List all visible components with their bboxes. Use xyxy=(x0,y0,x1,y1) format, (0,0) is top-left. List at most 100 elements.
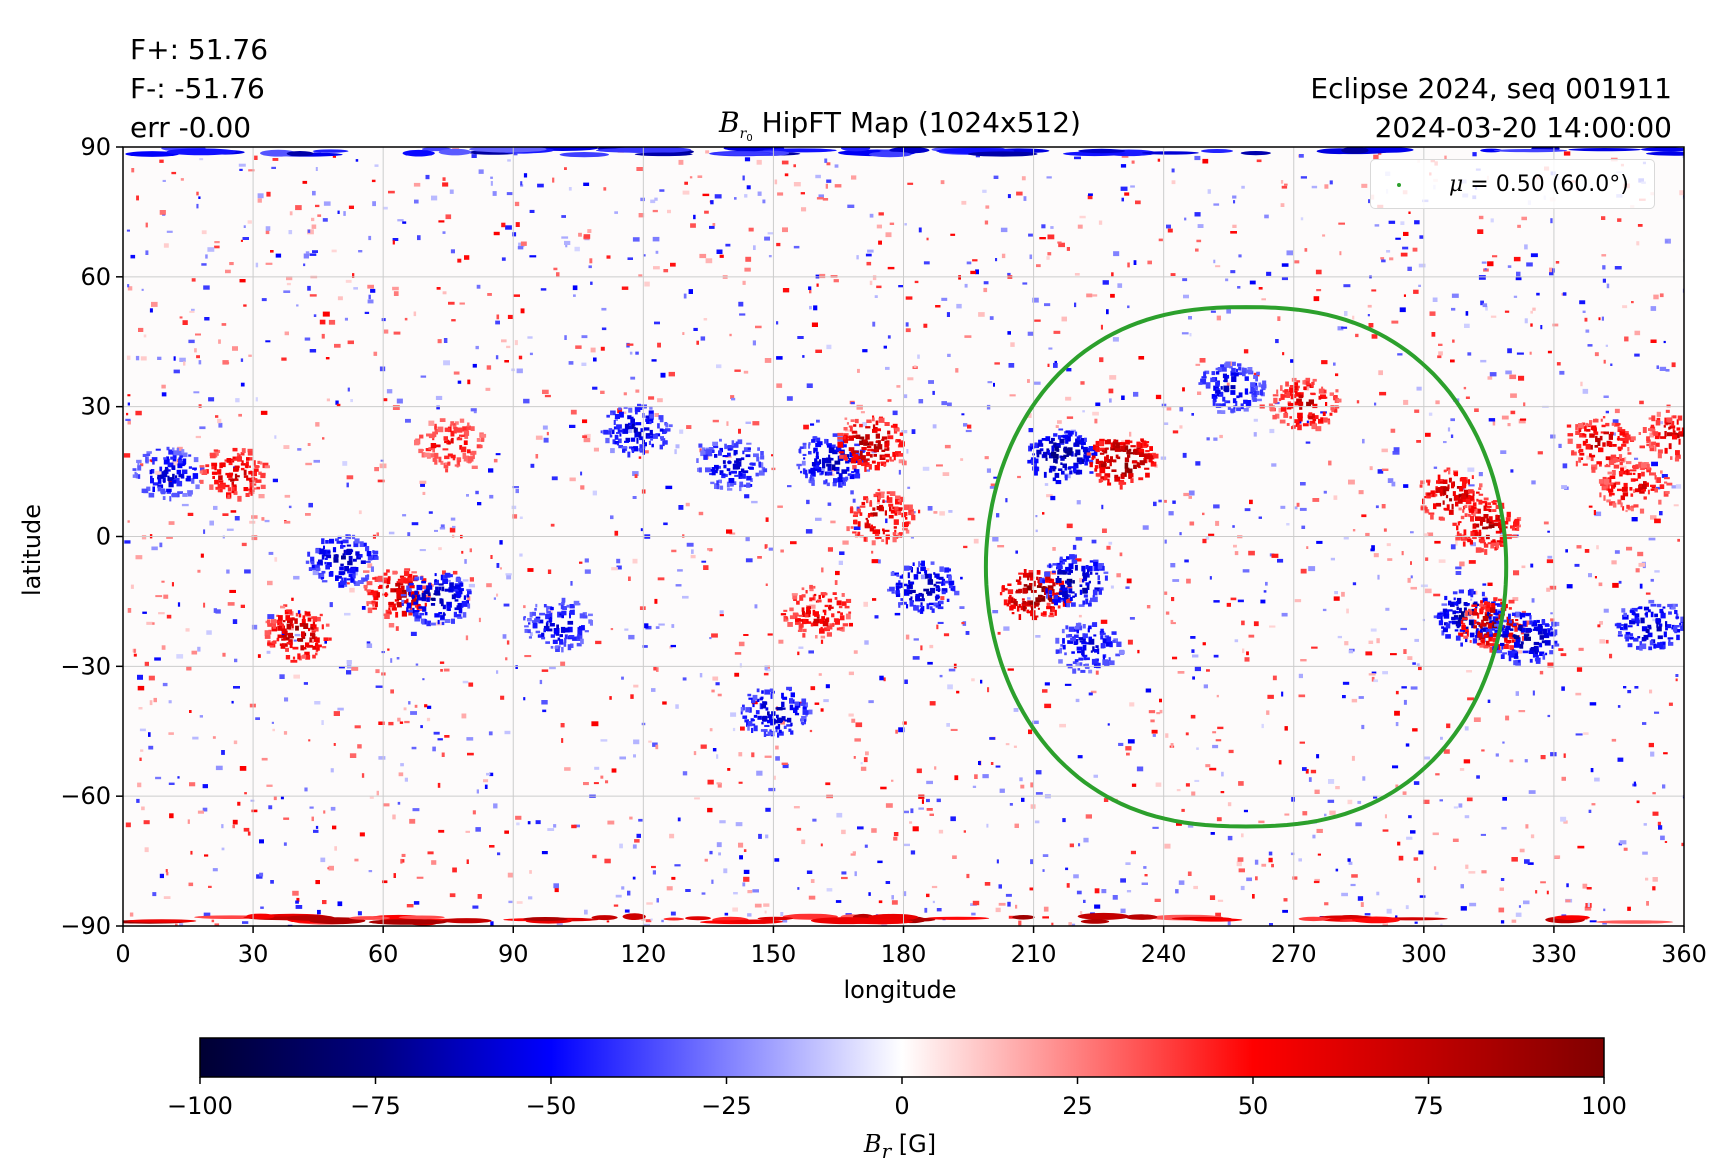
noise-pixel xyxy=(1440,923,1443,926)
noise-pixel xyxy=(542,425,548,430)
active-region-pixel xyxy=(651,443,654,448)
active-region-pixel xyxy=(218,475,223,480)
noise-pixel xyxy=(230,510,237,513)
noise-pixel xyxy=(1638,562,1646,567)
active-region-pixel xyxy=(1106,454,1109,461)
noise-pixel xyxy=(742,175,745,181)
active-region-pixel xyxy=(524,625,529,628)
noise-pixel xyxy=(1367,304,1372,308)
active-region-pixel xyxy=(414,590,419,595)
active-region-pixel xyxy=(561,613,564,619)
active-region-pixel xyxy=(789,704,794,711)
noise-pixel xyxy=(130,254,136,259)
noise-pixel xyxy=(822,198,829,201)
active-region-pixel xyxy=(1037,607,1040,610)
noise-pixel xyxy=(1500,450,1507,454)
active-region-pixel xyxy=(793,707,798,713)
active-region-pixel xyxy=(1016,605,1020,612)
noise-pixel xyxy=(347,387,350,392)
active-region-pixel xyxy=(866,519,869,524)
noise-pixel xyxy=(776,356,783,360)
active-region-pixel xyxy=(1115,442,1120,449)
noise-pixel xyxy=(1101,504,1104,510)
noise-pixel xyxy=(190,850,193,855)
active-region-pixel xyxy=(916,571,921,574)
active-region-pixel xyxy=(910,596,913,599)
noise-pixel xyxy=(461,550,464,554)
active-region-pixel xyxy=(1033,462,1037,468)
active-region-pixel xyxy=(428,447,434,450)
noise-pixel xyxy=(913,365,917,368)
active-region-pixel xyxy=(545,641,550,644)
noise-pixel xyxy=(1306,546,1309,549)
active-region-pixel xyxy=(845,476,849,481)
noise-pixel xyxy=(343,211,346,216)
active-region-pixel xyxy=(1074,554,1077,559)
noise-pixel xyxy=(1271,553,1279,558)
active-region-pixel xyxy=(320,577,324,580)
active-region-pixel xyxy=(659,418,664,423)
noise-pixel xyxy=(1362,438,1365,444)
noise-pixel xyxy=(162,682,168,687)
active-region-pixel xyxy=(828,606,832,611)
noise-pixel xyxy=(1627,506,1633,511)
active-region-pixel xyxy=(395,611,399,618)
active-region-pixel xyxy=(885,459,889,463)
noise-pixel xyxy=(1403,484,1409,488)
active-region-pixel xyxy=(628,407,633,413)
active-region-pixel xyxy=(742,470,749,474)
active-region-pixel xyxy=(614,414,620,419)
noise-pixel xyxy=(1637,551,1644,557)
noise-pixel xyxy=(166,872,169,876)
active-region-pixel xyxy=(260,473,266,479)
noise-pixel xyxy=(578,232,582,237)
active-region-pixel xyxy=(340,540,343,545)
active-region-pixel xyxy=(660,436,664,440)
active-region-pixel xyxy=(546,605,549,612)
noise-pixel xyxy=(1193,885,1198,890)
noise-pixel xyxy=(1176,789,1181,792)
active-region-pixel xyxy=(549,612,553,619)
active-region-pixel xyxy=(1057,575,1060,579)
noise-pixel xyxy=(1574,563,1580,567)
noise-pixel xyxy=(173,356,176,361)
active-region-pixel xyxy=(1049,594,1053,598)
noise-pixel xyxy=(179,357,186,362)
noise-pixel xyxy=(248,169,255,172)
active-region-pixel xyxy=(645,415,650,419)
active-region-pixel xyxy=(848,435,854,441)
active-region-pixel xyxy=(740,457,745,461)
active-region-pixel xyxy=(426,597,430,602)
noise-pixel xyxy=(1284,183,1288,186)
noise-pixel xyxy=(1492,420,1496,426)
noise-pixel xyxy=(754,903,762,908)
active-region-pixel xyxy=(740,473,746,479)
polar-band-mark xyxy=(1077,912,1130,920)
active-region-pixel xyxy=(337,535,342,539)
noise-pixel xyxy=(1371,289,1377,292)
noise-pixel xyxy=(1435,400,1440,405)
noise-pixel xyxy=(1197,391,1202,395)
active-region-pixel xyxy=(441,621,445,626)
noise-pixel xyxy=(1633,489,1636,493)
noise-pixel xyxy=(1390,428,1396,433)
noise-pixel xyxy=(1602,278,1606,283)
noise-pixel xyxy=(1226,602,1231,607)
noise-pixel xyxy=(964,335,972,338)
noise-pixel xyxy=(1258,516,1262,519)
active-region-pixel xyxy=(740,707,744,712)
active-region-pixel xyxy=(560,626,566,633)
noise-pixel xyxy=(240,358,244,362)
active-region-pixel xyxy=(1066,556,1070,560)
active-region-pixel xyxy=(611,429,615,434)
noise-pixel xyxy=(705,258,713,264)
active-region-pixel xyxy=(742,450,745,455)
active-region-pixel xyxy=(760,729,767,732)
active-region-pixel xyxy=(783,609,788,612)
noise-pixel xyxy=(1057,241,1062,244)
active-region-pixel xyxy=(744,719,749,723)
active-region-pixel xyxy=(385,585,389,589)
active-region-pixel xyxy=(802,453,807,456)
noise-pixel xyxy=(325,357,330,360)
noise-pixel xyxy=(927,506,933,511)
